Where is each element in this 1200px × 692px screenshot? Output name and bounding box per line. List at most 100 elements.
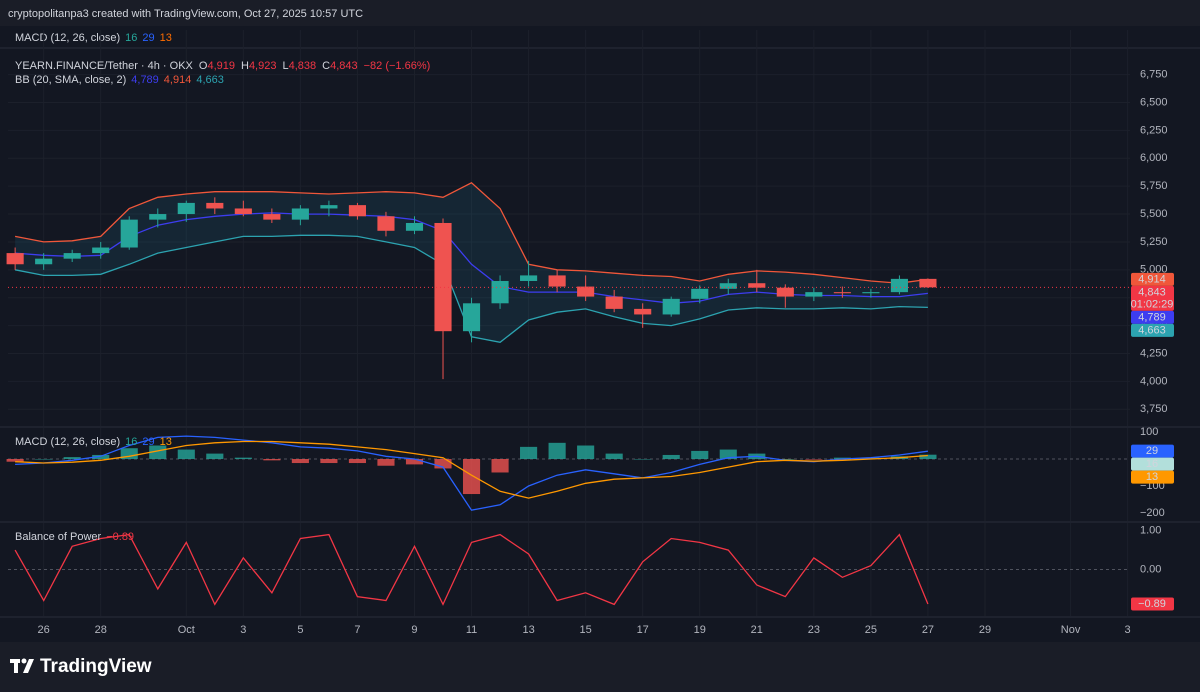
logo-part bbox=[23, 659, 34, 673]
footer-bar bbox=[0, 642, 1200, 692]
x-tick-label: 19 bbox=[694, 624, 706, 636]
candle-body bbox=[434, 222, 452, 332]
ohlc-key: L bbox=[282, 60, 288, 72]
y-tick-label: 6,750 bbox=[1140, 69, 1168, 81]
candle-body bbox=[833, 292, 851, 294]
band-line bbox=[14, 182, 928, 284]
pane-value: 29 bbox=[142, 436, 154, 448]
candle-body bbox=[63, 253, 81, 259]
legend-row: Balance of Power −0.89 bbox=[15, 531, 134, 543]
brand: TradingView bbox=[40, 656, 152, 677]
candle-body bbox=[691, 288, 709, 299]
pane-value: 13 bbox=[160, 436, 172, 448]
histogram-bar bbox=[577, 445, 595, 459]
price-tag bbox=[1131, 457, 1174, 471]
ohlc-key: H bbox=[241, 60, 249, 72]
y-tick-label: 5,000 bbox=[1140, 264, 1168, 276]
top-bar bbox=[0, 0, 1200, 26]
legend-row: YEARN.FINANCE/Tether · 4h · OKX O4,919 H4,… bbox=[15, 60, 430, 72]
legend-row: MACD (12, 26, close) 16 29 13 bbox=[15, 436, 172, 448]
pane-value: 16 bbox=[125, 32, 137, 44]
y-tick-label: 6,500 bbox=[1140, 96, 1168, 108]
y-tick-label: 100 bbox=[1140, 426, 1158, 438]
ohlc-value: 4,919 bbox=[207, 60, 235, 72]
histogram-bar bbox=[405, 459, 424, 465]
y-tick-label: 5,750 bbox=[1140, 180, 1168, 192]
candle-body bbox=[719, 283, 737, 289]
candle-body bbox=[577, 286, 595, 297]
x-tick-label: 27 bbox=[922, 624, 934, 636]
x-tick-label: 5 bbox=[297, 624, 303, 636]
candle-body bbox=[548, 275, 566, 287]
y-tick-label: 4,000 bbox=[1140, 375, 1168, 387]
candle-body bbox=[263, 214, 281, 220]
price-tag bbox=[1131, 470, 1174, 484]
y-tick-label: 5,500 bbox=[1140, 208, 1168, 220]
x-tick-label: 7 bbox=[354, 624, 360, 636]
credit: cryptopolitanpa3 created with TradingVie… bbox=[8, 8, 363, 20]
price-tag-label: 4,914 bbox=[1138, 273, 1166, 285]
ohlc-value: 4,923 bbox=[249, 60, 277, 72]
indicator: BB (20, SMA, close, 2) bbox=[15, 74, 126, 86]
candle-body bbox=[35, 258, 53, 265]
indicator-line bbox=[15, 435, 928, 511]
x-tick-label: 3 bbox=[1125, 624, 1131, 636]
ohlc-key: O bbox=[199, 60, 208, 72]
candle-body bbox=[348, 205, 366, 217]
candle-body bbox=[6, 253, 24, 265]
price-tag bbox=[1131, 310, 1174, 324]
histogram-bar bbox=[149, 445, 167, 459]
histogram-bar bbox=[491, 459, 509, 473]
ohlc-value: 4,838 bbox=[289, 60, 317, 72]
change: −82 (−1.66%) bbox=[364, 60, 431, 72]
candle-body bbox=[491, 280, 509, 304]
price-tag-label: 4,789 bbox=[1138, 311, 1166, 323]
x-tick-label: 26 bbox=[38, 624, 50, 636]
legend-row: BB (20, SMA, close, 2) 4,789 4,914 4,663 bbox=[15, 74, 224, 86]
candle-body bbox=[234, 208, 252, 215]
x-tick-label: 29 bbox=[979, 624, 991, 636]
histogram-bar bbox=[320, 459, 338, 464]
histogram-bar bbox=[263, 459, 281, 461]
price-tag bbox=[1131, 444, 1174, 458]
histogram-bar bbox=[234, 457, 252, 459]
y-tick-label: −200 bbox=[1140, 507, 1165, 519]
x-tick-label: 11 bbox=[466, 624, 477, 636]
price-tag bbox=[1131, 285, 1174, 311]
pane-title: MACD (12, 26, close) bbox=[15, 32, 120, 44]
pane-title: Balance of Power bbox=[15, 531, 102, 543]
y-tick-label: 6,250 bbox=[1140, 124, 1168, 136]
x-tick-label: 23 bbox=[808, 624, 820, 636]
price-tag-label: 13 bbox=[1146, 471, 1158, 483]
price-tag-label: 01:02:29 bbox=[1131, 298, 1174, 310]
y-tick-label: 0.00 bbox=[1140, 563, 1161, 575]
histogram-bar bbox=[6, 459, 24, 462]
candle-body bbox=[748, 283, 766, 288]
histogram-bar bbox=[434, 459, 452, 469]
indicator-value: 4,789 bbox=[131, 74, 159, 86]
candle-body bbox=[862, 292, 880, 294]
y-tick-label: 1.00 bbox=[1140, 525, 1161, 537]
candle-body bbox=[919, 278, 937, 288]
histogram-bar bbox=[548, 442, 566, 459]
histogram-bar bbox=[691, 450, 709, 459]
logo-part bbox=[14, 659, 18, 673]
x-tick-label: 3 bbox=[240, 624, 246, 636]
price-tag bbox=[1131, 272, 1174, 286]
x-tick-label: Oct bbox=[178, 624, 195, 636]
histogram-bar bbox=[63, 457, 81, 459]
histogram-bar bbox=[662, 454, 680, 459]
x-tick-label: 17 bbox=[637, 624, 649, 636]
candle-body bbox=[776, 287, 794, 297]
symbol: YEARN.FINANCE/Tether · 4h · OKX bbox=[15, 60, 194, 72]
price-tag-label: 29 bbox=[1146, 445, 1158, 457]
y-tick-label: 4,250 bbox=[1140, 347, 1168, 359]
candle-body bbox=[605, 296, 623, 309]
price-tag-label: −0.89 bbox=[1138, 598, 1166, 610]
pane-value: 13 bbox=[160, 32, 172, 44]
x-tick-label: 9 bbox=[411, 624, 417, 636]
histogram-bar bbox=[177, 449, 195, 459]
price-tag bbox=[1131, 323, 1174, 337]
histogram-bar bbox=[634, 459, 652, 460]
legend-row: MACD (12, 26, close) 16 29 13 bbox=[15, 32, 172, 44]
